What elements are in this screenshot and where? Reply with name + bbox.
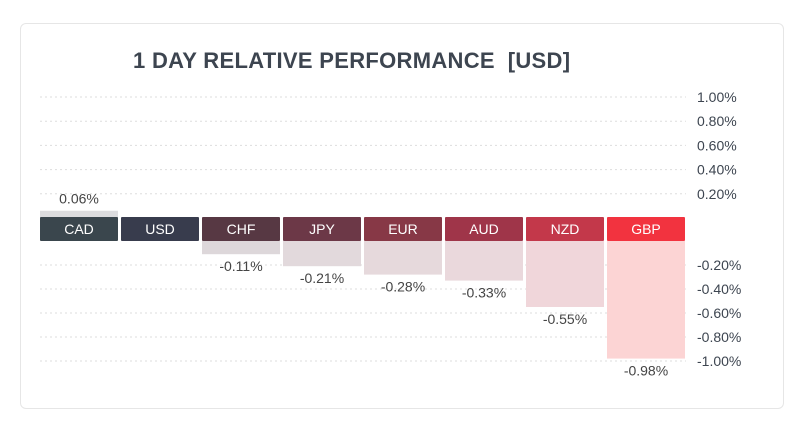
category-label-box [121,217,199,241]
bar [526,241,604,307]
y-tick-label: 0.20% [697,186,737,202]
y-tick-label: 0.80% [697,113,737,129]
category-label-box [364,217,442,241]
data-label: -0.28% [381,279,425,295]
data-label: 0.06% [59,191,99,207]
category-label-box [607,217,685,241]
bar [364,241,442,275]
y-tick-label: -0.40% [697,281,741,297]
category-label: NZD [551,221,580,237]
y-tick-label: 1.00% [697,89,737,105]
y-tick-label: -0.60% [697,305,741,321]
category-label: USD [145,221,175,237]
data-label: -0.21% [300,270,344,286]
y-tick-label: 0.60% [697,137,737,153]
category-label: CHF [227,221,256,237]
y-tick-label: -0.20% [697,257,741,273]
data-label: -0.98% [624,363,668,379]
y-tick-label: -0.80% [697,329,741,345]
category-label: GBP [631,221,661,237]
category-label: JPY [309,221,335,237]
category-label-box [40,217,118,241]
category-label: AUD [469,221,499,237]
data-label: -0.33% [462,285,506,301]
chart-card: 1 DAY RELATIVE PERFORMANCE [USD] [20,23,784,409]
bar [445,241,523,281]
category-label-box [202,217,280,241]
bar [202,241,280,255]
category-label-box [526,217,604,241]
category-label-box [445,217,523,241]
category-label-box [283,217,361,241]
category-label: EUR [388,221,418,237]
y-tick-label: 0.40% [697,162,737,178]
data-label: -0.11% [219,258,262,274]
bar [607,241,685,359]
category-label: CAD [64,221,94,237]
data-label: -0.55% [543,311,587,327]
bar [40,210,118,218]
bar [283,241,361,267]
chart-title: 1 DAY RELATIVE PERFORMANCE [USD] [133,48,571,73]
y-tick-label: -1.00% [697,353,741,369]
